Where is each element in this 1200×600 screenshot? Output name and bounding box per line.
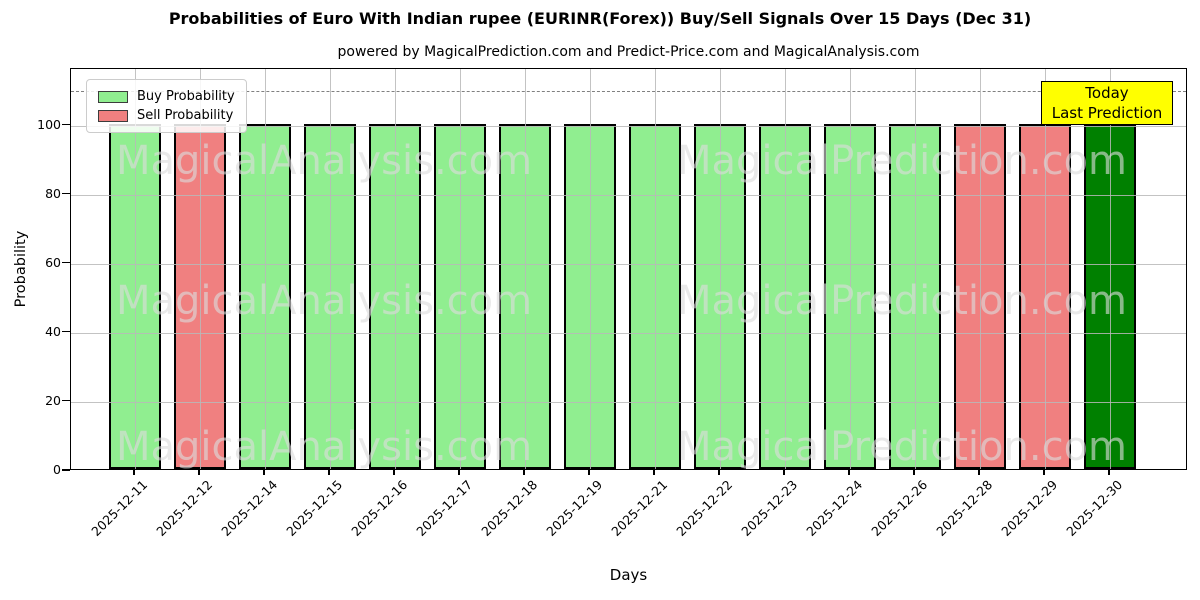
sell-swatch xyxy=(98,109,128,122)
today-annotation-line1: Today xyxy=(1085,84,1129,102)
y-tick-mark xyxy=(62,399,70,402)
x-tick-mark xyxy=(1108,470,1110,475)
legend-item-sell: Sell Probability xyxy=(98,106,235,125)
x-tick-mark xyxy=(458,470,460,475)
chart-subtitle: powered by MagicalPrediction.com and Pre… xyxy=(337,44,920,60)
y-tick-mark xyxy=(62,192,70,195)
x-tick-label: 2025-12-22 xyxy=(673,477,736,539)
v-gridline xyxy=(720,69,721,469)
x-tick-mark xyxy=(653,470,655,475)
y-axis-title: Probability xyxy=(13,230,29,308)
v-gridline xyxy=(1045,69,1046,469)
v-gridline xyxy=(265,69,266,469)
v-gridline xyxy=(200,69,201,469)
x-tick-label: 2025-12-18 xyxy=(478,477,541,539)
x-tick-label: 2025-12-14 xyxy=(218,477,281,539)
x-tick-label: 2025-12-16 xyxy=(348,477,411,539)
v-gridline xyxy=(590,69,591,469)
plot-area: MagicalAnalysis.com MagicalPrediction.com… xyxy=(70,68,1187,470)
y-tick-label: 80 xyxy=(45,185,61,201)
x-tick-mark xyxy=(263,470,265,475)
x-tick-label: 2025-12-24 xyxy=(803,477,866,539)
x-tick-label: 2025-12-23 xyxy=(738,477,801,539)
x-tick-label: 2025-12-17 xyxy=(413,477,476,539)
x-tick-label: 2025-12-21 xyxy=(608,477,671,539)
v-gridline xyxy=(330,69,331,469)
v-gridline xyxy=(525,69,526,469)
y-tick-label: 40 xyxy=(45,323,61,339)
y-tick-mark xyxy=(62,330,70,333)
y-tick-mark xyxy=(62,123,70,126)
v-gridline xyxy=(785,69,786,469)
x-tick-label: 2025-12-12 xyxy=(153,477,216,539)
chart-title: Probabilities of Euro With Indian rupee … xyxy=(168,9,1032,28)
y-tick-mark xyxy=(62,469,70,471)
legend-label-sell: Sell Probability xyxy=(137,108,234,123)
x-tick-mark xyxy=(523,470,525,475)
y-tick-label: 60 xyxy=(45,254,61,270)
x-tick-mark xyxy=(718,470,720,475)
x-tick-label: 2025-12-30 xyxy=(1063,477,1126,539)
buy-swatch xyxy=(98,90,128,103)
legend: Buy Probability Sell Probability xyxy=(86,79,247,133)
y-tick-label: 20 xyxy=(45,392,61,408)
v-gridline xyxy=(850,69,851,469)
x-axis-title: Days xyxy=(609,566,648,584)
h-gridline xyxy=(71,194,1186,196)
x-tick-label: 2025-12-11 xyxy=(88,477,151,539)
x-tick-label: 2025-12-19 xyxy=(543,477,606,539)
h-gridline xyxy=(71,401,1186,403)
x-tick-mark xyxy=(393,470,395,475)
x-tick-mark xyxy=(783,470,785,475)
threshold-dashed-line xyxy=(71,91,1186,93)
x-tick-mark xyxy=(913,470,915,475)
v-gridline xyxy=(395,69,396,469)
x-tick-mark xyxy=(978,470,980,475)
v-gridline xyxy=(915,69,916,469)
x-tick-mark xyxy=(588,470,590,475)
legend-item-buy: Buy Probability xyxy=(98,87,235,106)
today-annotation-line2: Last Prediction xyxy=(1051,104,1163,122)
v-gridline xyxy=(135,69,136,469)
x-tick-label: 2025-12-28 xyxy=(933,477,996,539)
y-tick-label: 0 xyxy=(53,462,61,477)
x-tick-label: 2025-12-29 xyxy=(998,477,1061,539)
v-gridline xyxy=(1110,69,1111,469)
h-gridline xyxy=(71,263,1186,265)
x-tick-label: 2025-12-26 xyxy=(868,477,931,539)
x-tick-mark xyxy=(198,470,200,475)
v-gridline xyxy=(980,69,981,469)
v-gridline xyxy=(655,69,656,469)
today-annotation: Today Last Prediction xyxy=(1041,81,1173,125)
legend-label-buy: Buy Probability xyxy=(137,89,235,104)
h-gridline xyxy=(71,332,1186,334)
y-tick-mark xyxy=(62,261,70,264)
y-tick-label: 100 xyxy=(37,116,61,132)
x-tick-mark xyxy=(1043,470,1045,475)
x-tick-mark xyxy=(133,470,135,475)
x-tick-label: 2025-12-15 xyxy=(283,477,346,539)
v-gridline xyxy=(460,69,461,469)
h-gridline xyxy=(71,125,1186,127)
x-tick-mark xyxy=(328,470,330,475)
x-tick-mark xyxy=(848,470,850,475)
